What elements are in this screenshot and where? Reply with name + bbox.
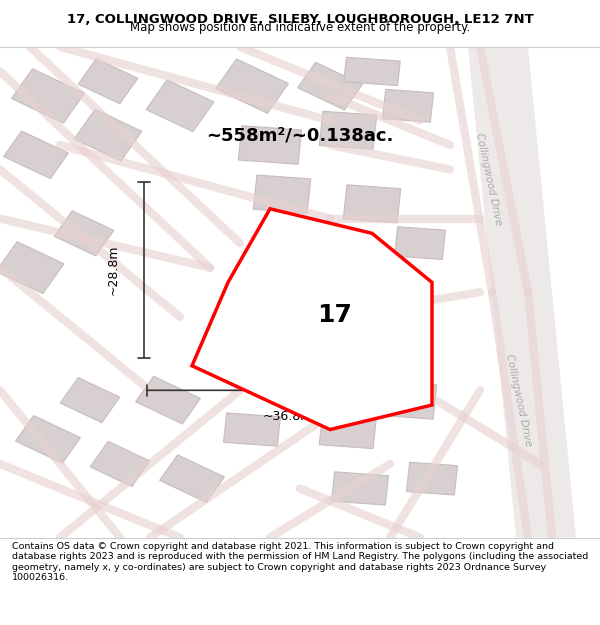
Text: Collingwood Drive: Collingwood Drive — [475, 132, 503, 226]
Polygon shape — [54, 211, 114, 256]
Polygon shape — [146, 80, 214, 132]
Text: 17: 17 — [317, 303, 352, 328]
Polygon shape — [238, 126, 302, 164]
Polygon shape — [289, 271, 347, 314]
Polygon shape — [337, 249, 383, 286]
Polygon shape — [395, 227, 445, 259]
Polygon shape — [468, 47, 576, 538]
Polygon shape — [136, 376, 200, 424]
Polygon shape — [383, 89, 433, 122]
Text: ~558m²/~0.138ac.: ~558m²/~0.138ac. — [206, 126, 394, 144]
Polygon shape — [407, 462, 457, 495]
Polygon shape — [319, 411, 377, 449]
Polygon shape — [74, 109, 142, 161]
Polygon shape — [160, 455, 224, 503]
Polygon shape — [192, 209, 432, 429]
Polygon shape — [16, 416, 80, 463]
Polygon shape — [253, 175, 311, 213]
Polygon shape — [344, 58, 400, 86]
Text: ~28.8m: ~28.8m — [107, 245, 120, 296]
Polygon shape — [78, 59, 138, 104]
Polygon shape — [4, 131, 68, 179]
Polygon shape — [298, 62, 362, 110]
Polygon shape — [322, 332, 374, 370]
Polygon shape — [379, 381, 437, 419]
Text: Contains OS data © Crown copyright and database right 2021. This information is : Contains OS data © Crown copyright and d… — [12, 542, 588, 582]
Polygon shape — [319, 111, 377, 149]
Text: Map shows position and indicative extent of the property.: Map shows position and indicative extent… — [130, 21, 470, 34]
Polygon shape — [215, 59, 289, 113]
Polygon shape — [332, 472, 388, 505]
Polygon shape — [0, 242, 64, 294]
Polygon shape — [60, 378, 120, 423]
Text: Collingwood Drive: Collingwood Drive — [505, 353, 533, 447]
Polygon shape — [224, 413, 280, 446]
Polygon shape — [90, 441, 150, 486]
Text: 17, COLLINGWOOD DRIVE, SILEBY, LOUGHBOROUGH, LE12 7NT: 17, COLLINGWOOD DRIVE, SILEBY, LOUGHBORO… — [67, 13, 533, 26]
Polygon shape — [11, 69, 85, 123]
Polygon shape — [343, 185, 401, 223]
Text: ~36.8m: ~36.8m — [263, 410, 313, 423]
